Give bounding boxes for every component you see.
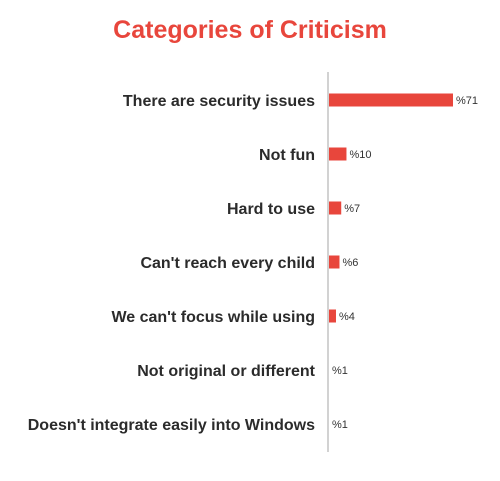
bar	[329, 147, 347, 161]
bar	[329, 255, 340, 269]
category-label: Not fun	[259, 147, 315, 164]
category-label: We can't focus while using	[111, 309, 315, 326]
category-label: Not original or different	[137, 363, 315, 380]
value-label: %71	[456, 95, 478, 107]
bar	[329, 309, 336, 323]
value-label: %6	[342, 257, 358, 269]
value-label: %1	[332, 419, 348, 431]
value-label: %4	[339, 311, 355, 323]
value-label: %1	[332, 365, 348, 377]
bar	[329, 201, 342, 215]
category-label: Hard to use	[227, 201, 315, 218]
bar	[329, 93, 453, 107]
value-label: %10	[349, 149, 371, 161]
chart-title: Categories of Criticism	[113, 16, 387, 44]
value-label: %7	[344, 203, 360, 215]
category-label: Can't reach every child	[140, 255, 315, 272]
category-label: There are security issues	[123, 93, 315, 110]
category-label: Doesn't integrate easily into Windows	[28, 417, 315, 434]
